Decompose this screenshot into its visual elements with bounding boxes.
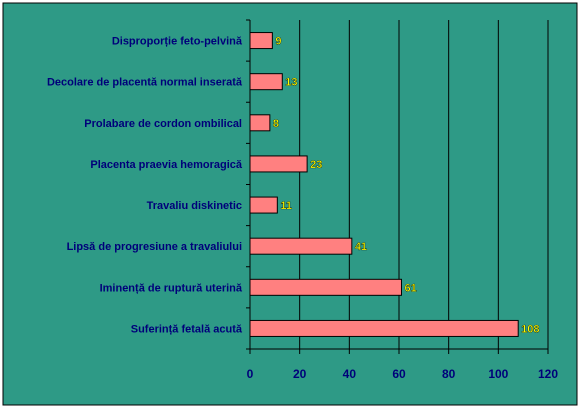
value-labels: 9 13 8 23 11 41 61 108 bbox=[273, 35, 540, 335]
x-tick-label: 40 bbox=[343, 367, 357, 381]
category-label: Prolabare de cordon ombilical bbox=[84, 118, 242, 130]
data-label: 108 bbox=[521, 323, 539, 335]
bar bbox=[249, 32, 273, 50]
x-tick-label: 0 bbox=[247, 367, 254, 381]
bar bbox=[249, 196, 278, 214]
category-label: Suferință fetală acută bbox=[131, 323, 243, 335]
bar bbox=[249, 237, 353, 255]
axes bbox=[246, 19, 549, 354]
category-label: Disproporție feto-pelvină bbox=[112, 36, 243, 48]
x-axis-tick-labels: 0 20 40 60 80 100 120 bbox=[247, 367, 559, 381]
data-label: 61 bbox=[404, 282, 416, 294]
data-label: 13 bbox=[285, 77, 297, 89]
x-tick-label: 120 bbox=[538, 367, 558, 381]
data-label: 23 bbox=[310, 159, 322, 171]
bar bbox=[249, 114, 271, 132]
x-tick-label: 20 bbox=[293, 367, 307, 381]
bar bbox=[249, 155, 308, 173]
bar bbox=[249, 278, 402, 296]
category-label: Lipsă de progresiune a travaliului bbox=[67, 241, 242, 253]
category-labels: Disproporție feto-pelvină Decolare de pla… bbox=[47, 36, 243, 336]
bar bbox=[249, 73, 283, 91]
x-tick-label: 100 bbox=[488, 367, 508, 381]
x-tick-label: 60 bbox=[392, 367, 406, 381]
category-label: Iminență de ruptură uterină bbox=[100, 282, 243, 294]
data-label: 9 bbox=[275, 36, 281, 48]
bars bbox=[249, 32, 519, 337]
x-tick-label: 80 bbox=[442, 367, 456, 381]
data-label: 8 bbox=[273, 118, 279, 130]
category-label: Travaliu diskinetic bbox=[147, 200, 242, 212]
category-label: Placenta praevia hemoragică bbox=[90, 159, 243, 171]
bar bbox=[249, 319, 519, 337]
data-label: 11 bbox=[280, 200, 292, 212]
category-label: Decolare de placentă normal inserată bbox=[47, 77, 243, 89]
data-label: 41 bbox=[355, 241, 367, 253]
